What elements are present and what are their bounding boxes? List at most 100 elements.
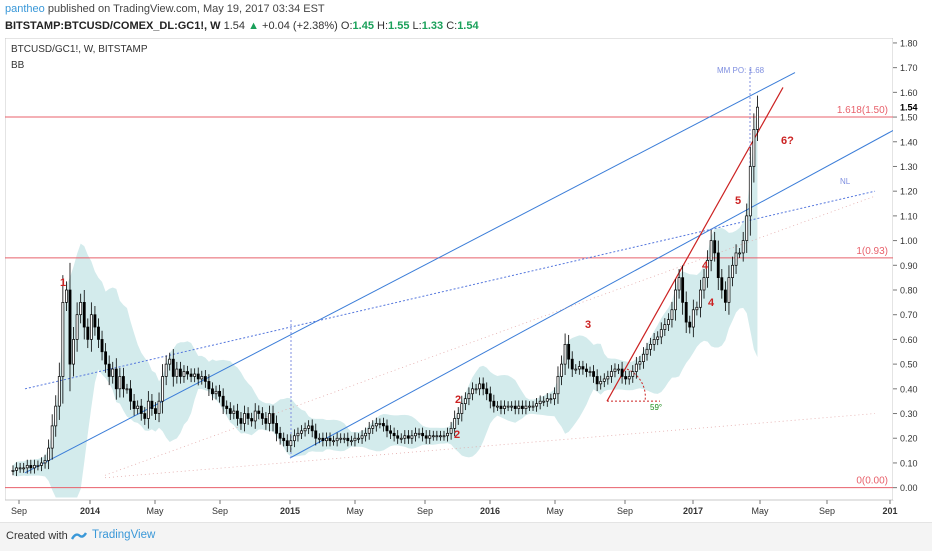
candle-body [36, 465, 40, 467]
candle-body [342, 437, 346, 440]
indicator-legend: BB [11, 60, 25, 71]
candle-body [260, 413, 264, 419]
candle-body [228, 408, 232, 414]
fib-label: 0(0.00) [856, 476, 888, 487]
footer-bar: Created with TradingView [0, 522, 932, 551]
candle-body [164, 363, 168, 377]
candle-body [738, 252, 742, 255]
candle-body [203, 376, 207, 382]
candle-body [189, 373, 193, 377]
candle-body [485, 388, 489, 395]
y-tick-label: 1.10 [900, 211, 918, 221]
candle-body [218, 390, 222, 397]
candle-body [367, 428, 371, 434]
x-tick-label: 2014 [80, 506, 100, 516]
candle-body [214, 390, 218, 395]
candle-body [193, 373, 197, 377]
candle-body [40, 462, 43, 466]
wave-label: 6? [781, 135, 794, 147]
candle-body [574, 368, 578, 371]
candle-body [200, 376, 204, 380]
candle-body [292, 435, 296, 442]
candle-body [389, 430, 392, 434]
candle-body [104, 351, 108, 365]
wave-label: 4 [708, 297, 715, 309]
candle-body [32, 465, 36, 469]
candle-body [72, 339, 75, 365]
candle-body [481, 383, 485, 390]
time-axis[interactable]: Sep 2014 May Sep 2015 May Sep 2016 May Sep 2017 May… [11, 500, 898, 516]
candle-body [268, 413, 271, 424]
x-tick-label: May [146, 506, 164, 516]
candle-body [467, 393, 471, 400]
candle-body [118, 376, 122, 390]
candle-body [378, 423, 382, 425]
candle-body [285, 440, 289, 446]
candle-body [282, 437, 286, 442]
candle-body [403, 435, 407, 439]
candle-body [545, 398, 549, 402]
candle-body [674, 289, 677, 311]
candle-body [506, 405, 510, 408]
x-tick-label: Sep [212, 506, 228, 516]
candle-body [111, 368, 115, 377]
candle-body [460, 403, 464, 414]
candle-body [364, 432, 368, 437]
candle-body [50, 425, 54, 449]
candle-body [399, 437, 403, 440]
candle-body [289, 440, 293, 446]
candle-body [463, 398, 467, 404]
candle-body [620, 368, 624, 377]
close-value: 1.54 [457, 20, 479, 32]
candle-body [659, 329, 663, 338]
candle-body [524, 405, 528, 409]
candle-body [706, 260, 709, 278]
candle-body [631, 371, 635, 377]
candle-body [421, 432, 425, 437]
candle-body [382, 423, 385, 427]
candle-body [86, 326, 90, 340]
dotted-trend-upper [104, 195, 876, 476]
candle-body [406, 435, 410, 439]
candle-body [61, 302, 65, 377]
price-chart[interactable]: 1.618(1.50)1(0.93)0(0.00) 1.801.701.601.… [5, 38, 930, 522]
candle-body [278, 432, 282, 439]
candle-body [613, 368, 617, 372]
candle-body [606, 376, 610, 380]
price-axis[interactable]: 1.80 1.70 1.60 1.50 1.40 1.30 1.20 1.10 1.00 0.90… [893, 38, 930, 500]
last-price-label: 1.54 [900, 103, 918, 113]
candle-body [431, 435, 435, 438]
close-label: C: [446, 20, 458, 32]
candle-body [82, 302, 86, 328]
fib-label: 1.618(1.50) [837, 105, 888, 116]
created-with-text: Created with [6, 530, 68, 542]
x-tick-label: May [346, 506, 364, 516]
author-name[interactable]: pantheo [5, 3, 45, 15]
candle-body [723, 289, 727, 303]
candle-body [424, 435, 428, 439]
bb-band [13, 97, 758, 498]
candle-body [528, 405, 531, 408]
annotations: 1 2 2 3 4 4 5 6? MM PO: 1.68 NL 59° [60, 66, 851, 441]
candle-body [100, 339, 104, 353]
candle-body [65, 289, 68, 303]
candle-body [314, 430, 318, 439]
candle-body [332, 440, 335, 443]
candle-body [122, 376, 125, 390]
y-tick-label: 0.50 [900, 360, 918, 370]
candle-body [22, 467, 26, 470]
candle-body [531, 405, 535, 408]
candle-body [239, 418, 243, 424]
candle-body [474, 388, 478, 391]
y-tick-label: 1.70 [900, 63, 918, 73]
neckline [24, 190, 876, 390]
candle-body [11, 470, 15, 472]
brand-link[interactable]: TradingView [92, 529, 156, 541]
candle-body [478, 383, 482, 390]
y-tick-label: 1.30 [900, 162, 918, 172]
open-value: 1.45 [352, 20, 374, 32]
y-tick-label: 0.70 [900, 310, 918, 320]
candle-body [446, 432, 449, 437]
candle-body [488, 393, 492, 402]
candle-body [567, 344, 571, 360]
